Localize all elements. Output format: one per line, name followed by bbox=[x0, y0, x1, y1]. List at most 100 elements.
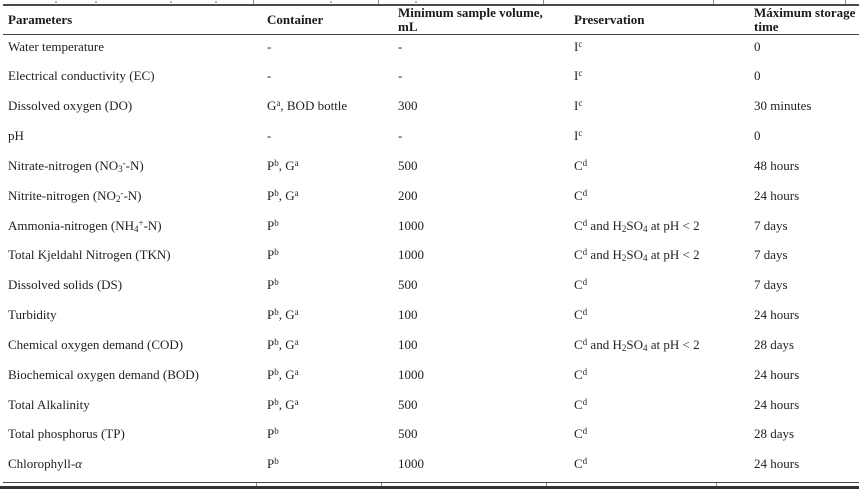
cell-min-sample-volume: 500 bbox=[398, 157, 418, 173]
sampling-requirements-table: Parameters Container Minimum sample volu… bbox=[3, 4, 859, 483]
cell-container: Pb, Ga bbox=[267, 396, 299, 412]
table-row: Biochemical oxygen demand (BOD) Pb, Ga 100… bbox=[3, 363, 859, 393]
cell-container: - bbox=[267, 39, 272, 54]
sampling-table-wrap: Parameters Container Minimum sample volu… bbox=[3, 4, 859, 486]
table-bottom-gap bbox=[3, 482, 846, 486]
cell-preservation: Ic bbox=[574, 98, 583, 114]
cropped-caption-sliver bbox=[0, 0, 859, 4]
cell-preservation: Cd bbox=[574, 307, 588, 323]
cell-max-storage-time: 7 days bbox=[754, 217, 788, 233]
col-header-min-sample-volume: Minimum sample volume, mL bbox=[392, 5, 563, 35]
cell-min-sample-volume: 1000 bbox=[398, 366, 424, 382]
column-border-tick bbox=[716, 482, 717, 486]
cell-max-storage-time: 0 bbox=[754, 39, 761, 54]
cell-preservation: Cd and H2SO4 at pH < 2 bbox=[574, 217, 700, 234]
cell-container: Pb bbox=[267, 277, 279, 293]
header-line: Parameters bbox=[8, 12, 73, 27]
cell-parameters: Chlorophyll-α bbox=[8, 456, 82, 472]
cell-max-storage-time: 28 days bbox=[754, 336, 795, 352]
cell-container: - bbox=[267, 128, 272, 144]
table-row: Total Alkalinity Pb, Ga 500 Cd 24 hours bbox=[3, 393, 859, 423]
header-row: Parameters Container Minimum sample volu… bbox=[3, 5, 859, 35]
cell-min-sample-volume: 500 bbox=[398, 277, 418, 293]
cell-preservation: Cd bbox=[574, 396, 588, 412]
caption-speck bbox=[170, 1, 172, 3]
table-row: Total Kjeldahl Nitrogen (TKN) Pb 1000 Cd an… bbox=[3, 243, 859, 273]
cell-parameters: Nitrate-nitrogen (NO3--N) bbox=[8, 157, 144, 174]
table-row: Nitrate-nitrogen (NO3--N) Pb, Ga 500 Cd 48 h… bbox=[3, 154, 859, 184]
cell-preservation: Cd bbox=[574, 366, 588, 382]
cell-parameters: Total phosphorus (TP) bbox=[8, 426, 125, 442]
cell-parameters: Total Kjeldahl Nitrogen (TKN) bbox=[8, 247, 171, 263]
cell-parameters: pH bbox=[8, 128, 24, 144]
cell-max-storage-time: 30 minutes bbox=[754, 98, 812, 114]
cell-max-storage-time: 7 days bbox=[754, 277, 788, 293]
cell-preservation: Cd bbox=[574, 157, 588, 173]
cell-container: - bbox=[267, 68, 272, 84]
cell-preservation: Ic bbox=[574, 128, 583, 144]
cell-parameters: Ammonia-nitrogen (NH4+-N) bbox=[8, 217, 162, 234]
cell-container: Pb bbox=[267, 426, 279, 442]
col-header-max-storage-time: Máximum storage time bbox=[744, 5, 859, 35]
cell-container: Pb, Ga bbox=[267, 366, 299, 382]
cell-preservation: Ic bbox=[574, 39, 583, 54]
cell-max-storage-time: 0 bbox=[754, 128, 761, 144]
cell-max-storage-time: 28 days bbox=[754, 426, 795, 442]
table-row: Chlorophyll-α Pb 1000 Cd 24 hours bbox=[3, 452, 859, 482]
table-row: Total phosphorus (TP) Pb 500 Cd 28 days bbox=[3, 422, 859, 452]
cell-parameters: Electrical conductivity (EC) bbox=[8, 68, 155, 84]
cell-preservation: Cd and H2SO4 at pH < 2 bbox=[574, 336, 700, 353]
cell-max-storage-time: 24 hours bbox=[754, 307, 800, 323]
cell-max-storage-time: 7 days bbox=[754, 247, 788, 263]
column-border-tick bbox=[378, 0, 379, 4]
cell-max-storage-time: 0 bbox=[754, 68, 761, 84]
column-border-tick bbox=[713, 0, 714, 4]
table-row: Water temperature - - Ic 0 bbox=[3, 35, 859, 65]
cell-min-sample-volume: 300 bbox=[398, 98, 418, 114]
cell-preservation: Ic bbox=[574, 68, 583, 84]
cell-preservation: Cd bbox=[574, 426, 588, 442]
cell-container: Pb, Ga bbox=[267, 187, 299, 203]
table-body: Water temperature - - Ic 0 Electrical conduct… bbox=[3, 35, 859, 483]
header-line: time bbox=[754, 19, 779, 34]
cell-parameters: Chemical oxygen demand (COD) bbox=[8, 336, 184, 352]
table-row: Chemical oxygen demand (COD) Pb, Ga 100 Cd … bbox=[3, 333, 859, 363]
cell-min-sample-volume: - bbox=[398, 128, 403, 144]
cell-min-sample-volume: - bbox=[398, 39, 403, 54]
caption-speck bbox=[95, 1, 97, 3]
cell-min-sample-volume: 1000 bbox=[398, 456, 424, 472]
table-row: Turbidity Pb, Ga 100 Cd 24 hours bbox=[3, 303, 859, 333]
cell-min-sample-volume: 500 bbox=[398, 426, 418, 442]
col-header-parameters: Parameters bbox=[3, 5, 258, 35]
caption-speck bbox=[415, 1, 417, 3]
cell-parameters: Water temperature bbox=[8, 39, 105, 54]
cell-min-sample-volume: 100 bbox=[398, 336, 418, 352]
cell-max-storage-time: 24 hours bbox=[754, 456, 800, 472]
cell-parameters: Nitrite-nitrogen (NO2--N) bbox=[8, 187, 142, 204]
header-line: mL bbox=[398, 19, 418, 34]
column-border-tick bbox=[845, 0, 846, 4]
cell-preservation: Cd bbox=[574, 456, 588, 472]
header-line: Minimum sample volume, bbox=[398, 5, 543, 20]
caption-speck bbox=[330, 1, 332, 3]
cell-parameters: Total Alkalinity bbox=[8, 396, 90, 412]
column-border-tick bbox=[381, 482, 382, 486]
caption-speck bbox=[215, 1, 217, 3]
cell-min-sample-volume: 1000 bbox=[398, 247, 424, 263]
cell-max-storage-time: 48 hours bbox=[754, 157, 800, 173]
col-header-preservation: Preservation bbox=[563, 5, 744, 35]
cell-container: Ga, BOD bottle bbox=[267, 98, 348, 114]
header-line: Container bbox=[267, 12, 324, 27]
column-border-tick bbox=[256, 482, 257, 486]
cell-container: Pb bbox=[267, 456, 279, 472]
header-line: Máximum storage bbox=[754, 5, 856, 20]
cell-max-storage-time: 24 hours bbox=[754, 396, 800, 412]
cell-parameters: Biochemical oxygen demand (BOD) bbox=[8, 366, 199, 382]
caption-speck bbox=[55, 1, 57, 3]
table-row: Electrical conductivity (EC) - - Ic 0 bbox=[3, 64, 859, 94]
header-line: Preservation bbox=[574, 12, 645, 27]
table-row: Nitrite-nitrogen (NO2--N) Pb, Ga 200 Cd 24 h… bbox=[3, 184, 859, 214]
cell-min-sample-volume: - bbox=[398, 68, 403, 84]
cell-parameters: Turbidity bbox=[8, 307, 57, 323]
